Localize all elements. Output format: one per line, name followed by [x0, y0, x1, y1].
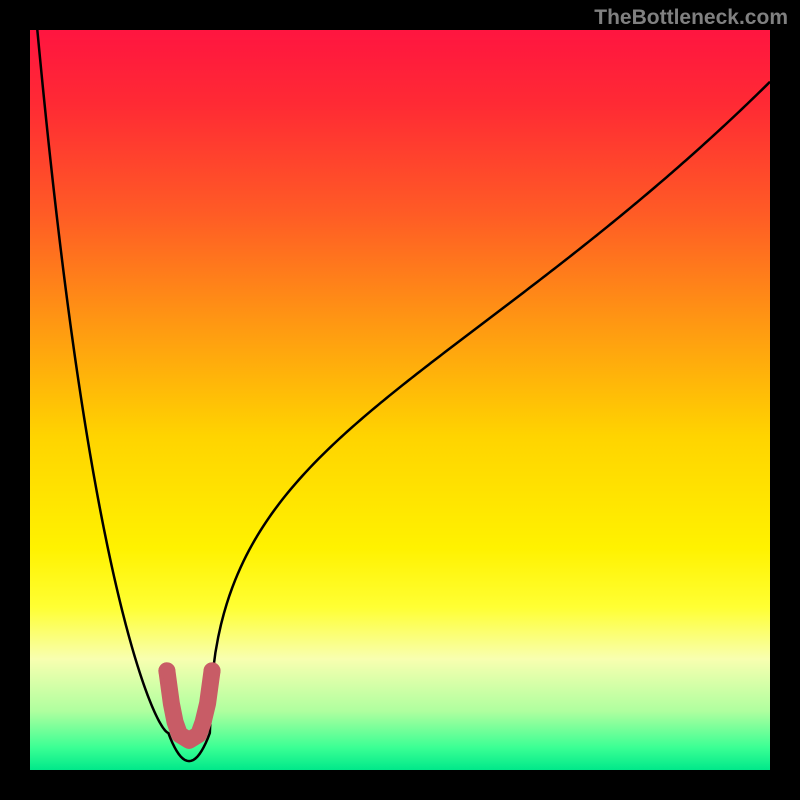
chart-svg — [0, 0, 800, 800]
tip-marker-cap — [158, 662, 175, 679]
bottleneck-chart: TheBottleneck.com — [0, 0, 800, 800]
tip-marker-cap — [204, 662, 221, 679]
